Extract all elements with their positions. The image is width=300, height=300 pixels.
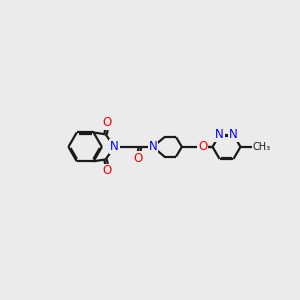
Text: N: N bbox=[215, 128, 224, 141]
Text: N: N bbox=[229, 128, 238, 141]
Text: O: O bbox=[133, 152, 142, 165]
Text: CH₃: CH₃ bbox=[252, 142, 271, 152]
Text: N: N bbox=[148, 140, 157, 153]
Text: O: O bbox=[103, 116, 112, 129]
Text: O: O bbox=[198, 140, 207, 153]
Text: N: N bbox=[110, 140, 119, 153]
Text: O: O bbox=[103, 164, 112, 178]
